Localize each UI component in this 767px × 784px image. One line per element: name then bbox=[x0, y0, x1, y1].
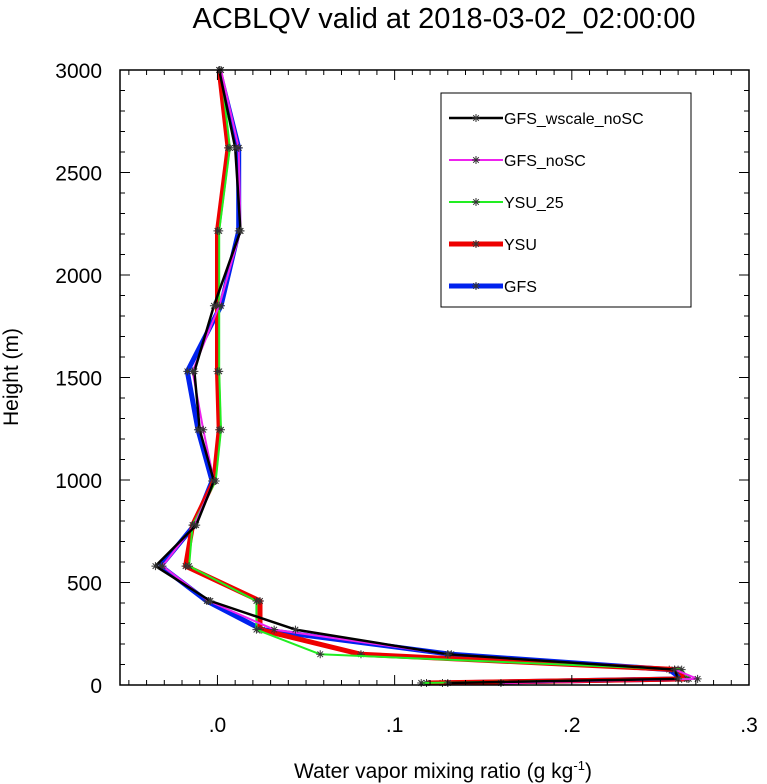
data-point-marker bbox=[231, 143, 240, 152]
data-point-marker bbox=[215, 226, 224, 235]
legend-marker bbox=[472, 282, 480, 290]
data-point-marker bbox=[192, 521, 201, 530]
data-point-marker bbox=[316, 650, 325, 659]
data-point-marker bbox=[215, 301, 224, 310]
legend-box bbox=[440, 92, 692, 308]
data-point-marker bbox=[195, 425, 204, 434]
y-tick-label: 2000 bbox=[55, 265, 102, 288]
chart-title: ACBLQV valid at 2018-03-02_02:00:00 bbox=[192, 3, 695, 35]
x-tick-label: .1 bbox=[386, 714, 404, 737]
data-point-marker bbox=[183, 367, 192, 376]
data-point-marker bbox=[206, 596, 215, 605]
data-point-marker bbox=[215, 367, 224, 376]
legend-item: GFS_wscale_noSC bbox=[449, 111, 644, 128]
data-point-marker bbox=[291, 625, 300, 634]
y-tick-label: 2500 bbox=[55, 163, 102, 186]
legend-label: GFS_noSC bbox=[504, 153, 586, 170]
legend-label: GFS_wscale_noSC bbox=[504, 111, 644, 128]
legend-item: GFS_noSC bbox=[449, 153, 586, 170]
data-point-marker bbox=[356, 650, 365, 659]
x-axis-label-end: ) bbox=[585, 760, 592, 783]
data-point-marker bbox=[209, 477, 218, 486]
data-point-marker bbox=[674, 674, 683, 683]
data-point-marker bbox=[158, 562, 167, 571]
data-point-marker bbox=[209, 301, 218, 310]
legend: GFS_wscale_noSC GFS_noSC YSU_25 YSU GFS bbox=[440, 92, 692, 308]
y-axis-label: Height (m) bbox=[0, 328, 23, 426]
axis-ticks: .0 .1 .2 .3 0 500 1000 1500 2000 2500 3000 bbox=[55, 60, 757, 737]
data-point-marker bbox=[185, 562, 194, 571]
y-tick-label: 3000 bbox=[55, 60, 102, 83]
data-point-marker bbox=[236, 226, 245, 235]
data-point-marker bbox=[190, 367, 199, 376]
data-point-marker bbox=[670, 665, 679, 674]
y-tick-label: 0 bbox=[90, 675, 102, 698]
legend-label: GFS bbox=[504, 279, 537, 296]
y-tick-label: 1000 bbox=[55, 470, 102, 493]
legend-marker bbox=[472, 240, 480, 248]
data-point-marker bbox=[693, 674, 702, 683]
legend-label: YSU bbox=[504, 237, 537, 254]
legend-marker bbox=[472, 198, 480, 206]
x-axis-label-sup: -1 bbox=[573, 758, 585, 773]
data-point-marker bbox=[677, 665, 686, 674]
x-tick-label: .0 bbox=[209, 714, 227, 737]
data-point-marker bbox=[216, 425, 225, 434]
x-axis-label: Water vapor mixing ratio (g kg-1) bbox=[294, 758, 592, 783]
data-point-marker bbox=[151, 562, 160, 571]
data-point-marker bbox=[270, 625, 279, 634]
data-point-marker bbox=[417, 678, 426, 687]
legend-item: YSU bbox=[449, 237, 537, 254]
legend-marker bbox=[472, 114, 480, 122]
x-tick-label: .3 bbox=[740, 714, 758, 737]
x-tick-label: .2 bbox=[563, 714, 581, 737]
legend-item: YSU_25 bbox=[449, 195, 564, 212]
data-point-marker bbox=[252, 625, 261, 634]
x-axis-label-main: Water vapor mixing ratio (g kg bbox=[294, 760, 573, 783]
legend-label: YSU_25 bbox=[504, 195, 564, 212]
y-tick-label: 500 bbox=[67, 573, 102, 596]
data-point-marker bbox=[443, 650, 452, 659]
series-lines bbox=[151, 66, 702, 687]
y-tick-label: 1500 bbox=[55, 368, 102, 391]
legend-marker bbox=[472, 156, 480, 164]
data-point-marker bbox=[252, 596, 261, 605]
legend-item: GFS bbox=[449, 279, 537, 296]
data-point-marker bbox=[225, 143, 234, 152]
